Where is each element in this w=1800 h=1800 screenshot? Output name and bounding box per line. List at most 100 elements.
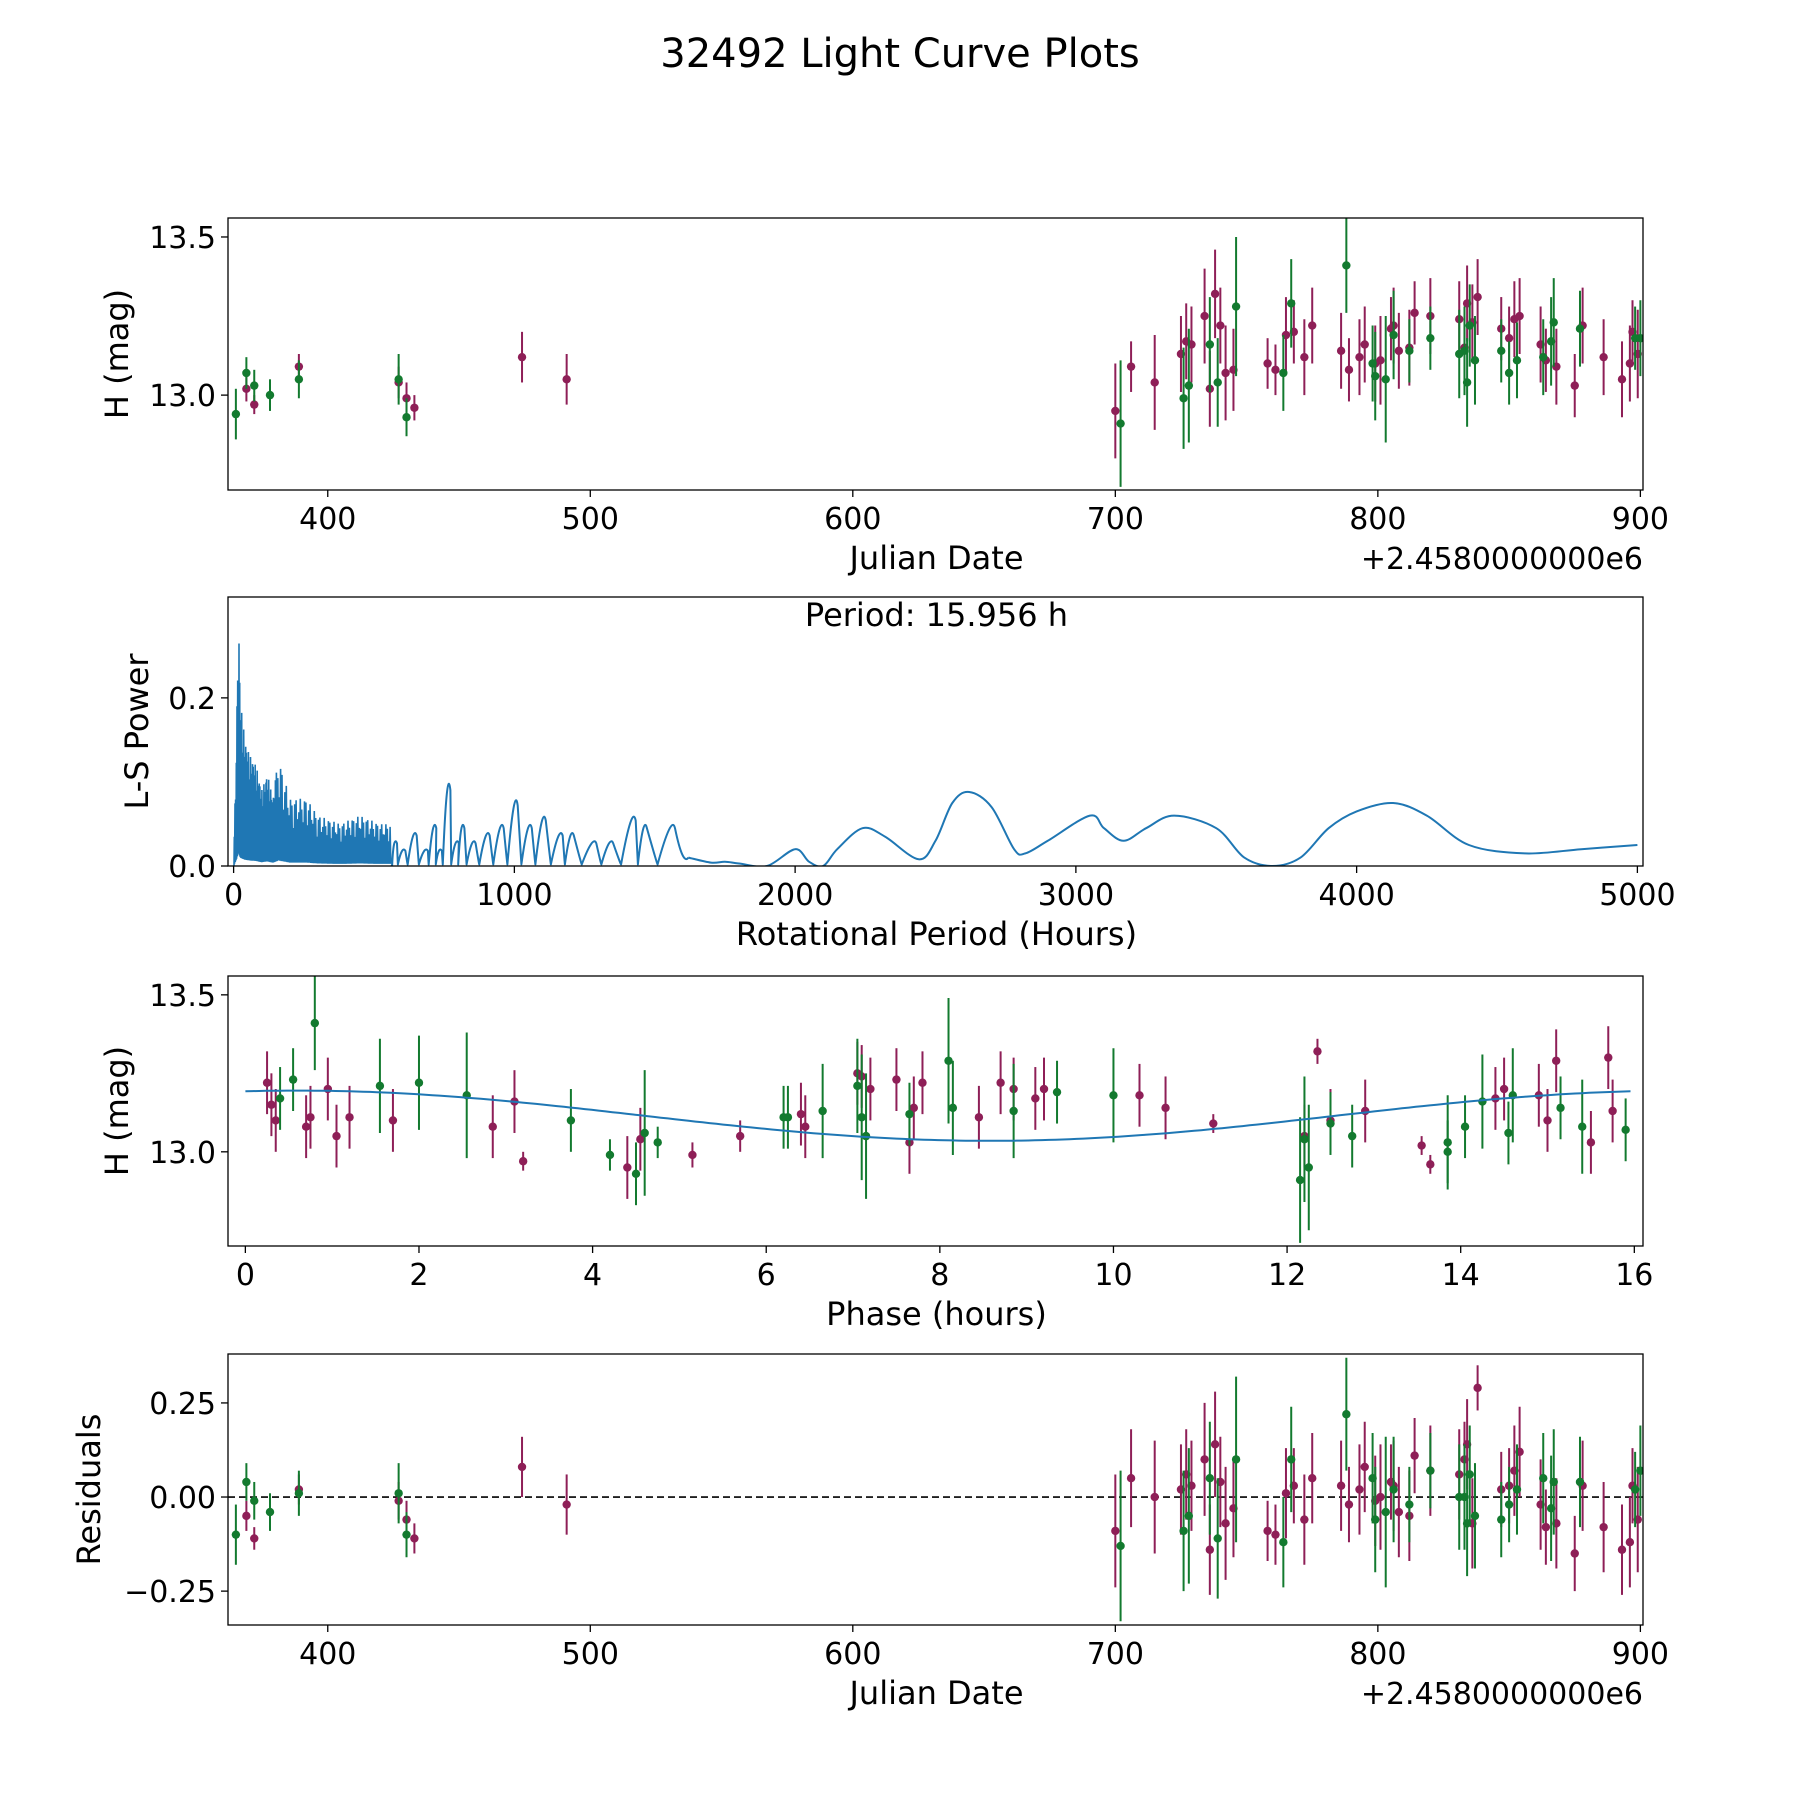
data-point [1389, 1485, 1398, 1494]
data-point [1116, 1541, 1125, 1551]
data-point [262, 1078, 272, 1087]
data-point [265, 1507, 275, 1517]
x-tick-label: 600 [824, 502, 881, 537]
data-point [1184, 1511, 1194, 1521]
data-point [735, 1131, 745, 1141]
data-point [375, 1081, 385, 1091]
data-point [1599, 1522, 1608, 1532]
x-offset-label: +2.4580000000e6 [1361, 542, 1643, 577]
data-point [1126, 1474, 1136, 1483]
data-point [1371, 1515, 1380, 1524]
data-point [1342, 1410, 1351, 1419]
data-point [275, 1094, 285, 1103]
data-point [1179, 1526, 1188, 1536]
data-point [1205, 340, 1215, 349]
x-offset-label: +2.4580000000e6 [1361, 1677, 1643, 1712]
data-point [1636, 1466, 1643, 1475]
x-tick-label: 900 [1612, 502, 1669, 537]
data-point [1512, 356, 1522, 365]
data-point [1630, 1485, 1640, 1494]
data-point [1210, 1440, 1220, 1449]
x-tick-label: 1000 [476, 878, 552, 913]
data-point [388, 1116, 398, 1125]
data-point [853, 1081, 862, 1091]
data-point [1300, 352, 1309, 362]
axes-frame [227, 596, 1644, 867]
data-point [1271, 1530, 1280, 1539]
axes-frame [227, 1353, 1644, 1626]
periodogram-dense-region [232, 643, 392, 866]
periodogram-curve [688, 790, 1638, 866]
data-point [1410, 1451, 1419, 1460]
data-point [332, 1131, 341, 1141]
data-point [905, 1109, 914, 1119]
data-point [1497, 346, 1506, 356]
y-tick-label: 0.0 [168, 850, 216, 885]
x-tick-label: 2000 [757, 878, 833, 913]
data-point [1549, 1477, 1558, 1487]
data-point [1426, 1466, 1435, 1475]
data-point [944, 1056, 953, 1065]
data-point [1313, 1047, 1322, 1056]
data-point [1304, 1163, 1313, 1172]
data-point [1636, 333, 1643, 343]
data-point [1625, 1537, 1635, 1547]
x-tick-label: 8 [930, 1258, 949, 1293]
data-point [866, 1084, 875, 1094]
data-point [1279, 1537, 1288, 1547]
data-point [1543, 1116, 1552, 1125]
x-tick-label: 700 [1087, 502, 1144, 537]
data-point [1184, 381, 1194, 390]
data-point [1608, 1106, 1617, 1116]
data-point [250, 381, 259, 390]
data-layer [231, 218, 1643, 487]
data-layer [231, 1357, 1643, 1622]
data-point [1570, 381, 1579, 390]
data-point [394, 1489, 403, 1498]
data-point [1539, 1474, 1548, 1483]
data-point [1410, 308, 1419, 318]
data-point [1417, 1141, 1426, 1150]
data-point [242, 1511, 251, 1521]
data-point [1344, 365, 1354, 375]
x-tick-label: 12 [1268, 1258, 1306, 1293]
data-point [1031, 1094, 1040, 1103]
data-point [1326, 1119, 1335, 1128]
x-axis-label: Julian Date [847, 539, 1023, 577]
data-point [1504, 333, 1514, 343]
data-point [1462, 378, 1472, 387]
x-axis-label: Rotational Period (Hours) [736, 915, 1137, 953]
data-point [323, 1084, 333, 1094]
x-tick-label: 4000 [1318, 878, 1394, 913]
data-point [636, 1135, 645, 1144]
x-tick-label: 16 [1615, 1258, 1653, 1293]
data-point [1111, 1526, 1120, 1536]
data-point [1308, 1474, 1317, 1483]
data-point [1575, 324, 1585, 333]
x-tick-label: 900 [1612, 1637, 1669, 1672]
data-point [566, 1116, 576, 1125]
data-point [250, 400, 259, 409]
data-point [1300, 1515, 1309, 1524]
data-point [310, 1018, 320, 1028]
data-point [918, 1078, 927, 1087]
data-point [345, 1113, 354, 1122]
data-layer [262, 976, 1630, 1243]
x-tick-label: 500 [562, 1637, 619, 1672]
data-point [1405, 1500, 1414, 1509]
data-point [1443, 1138, 1452, 1147]
x-tick-label: 400 [299, 1637, 356, 1672]
data-point [1150, 378, 1159, 387]
x-tick-label: 700 [1087, 1637, 1144, 1672]
data-point [518, 1157, 528, 1166]
data-point [1371, 371, 1380, 381]
data-point [818, 1106, 827, 1116]
data-point [231, 409, 241, 419]
data-point [231, 1530, 241, 1539]
data-point [1621, 1125, 1630, 1135]
data-point [1504, 1128, 1513, 1138]
data-point [1376, 356, 1385, 365]
data-point [265, 390, 275, 400]
y-tick-label: 0.00 [149, 1481, 216, 1516]
data-point [1200, 311, 1209, 321]
